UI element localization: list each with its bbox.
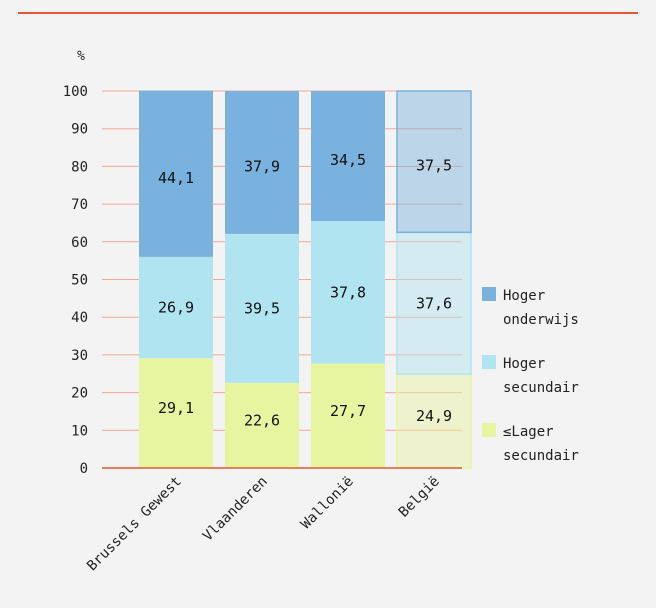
data-label: 24,9 [416,407,452,425]
legend-swatch [482,423,496,437]
bar-segment [225,233,299,383]
y-tick-label: 0 [80,461,88,477]
legend-label: secundair [503,448,579,464]
x-tick-label: België [396,474,443,521]
legend-swatch [482,287,496,301]
y-tick-label: 60 [71,235,88,251]
x-tick-label: Brussels Gewest [84,474,185,575]
x-tick-label: Vlaanderen [200,474,271,545]
data-label: 37,6 [416,294,452,312]
bar-segment [139,90,213,257]
data-label: 39,5 [244,299,280,317]
bar-segment [311,221,385,364]
legend-swatch [482,355,496,369]
y-tick-label: 90 [71,122,88,138]
legend-label: Hoger [503,288,545,304]
legend-label: onderwijs [503,312,579,328]
y-tick-label: 10 [71,423,88,439]
top-rule [18,12,638,14]
data-label: 37,5 [416,157,452,175]
data-label: 22,6 [244,411,280,429]
data-label: 29,1 [158,399,194,417]
data-label: 26,9 [158,299,194,317]
data-label: 34,5 [330,151,366,169]
x-tick-label: Wallonië [298,474,357,533]
y-axis-label: % [77,49,85,64]
bar-segment [311,91,385,222]
data-label: 37,9 [244,157,280,175]
y-tick-label: 30 [71,348,88,364]
bar-segment [139,358,213,468]
data-label: 37,8 [330,283,366,301]
bar-segment [225,91,299,234]
y-tick-label: 100 [63,84,88,100]
y-tick-label: 20 [71,386,88,402]
bar-segment [139,256,213,359]
bar-segment [225,382,299,468]
y-tick-label: 70 [71,197,88,213]
legend-label: ≤Lager [503,424,554,440]
legend-label: Hoger [503,356,545,372]
y-tick-label: 80 [71,159,88,175]
data-label: 44,1 [158,169,194,187]
bar-segment [311,363,385,468]
data-label: 27,7 [330,402,366,420]
bar-segment [396,373,472,469]
bar-segment [396,90,472,234]
y-tick-label: 50 [71,273,88,289]
bar-segment [396,231,472,375]
legend-label: secundair [503,380,579,396]
y-tick-label: 40 [71,310,88,326]
